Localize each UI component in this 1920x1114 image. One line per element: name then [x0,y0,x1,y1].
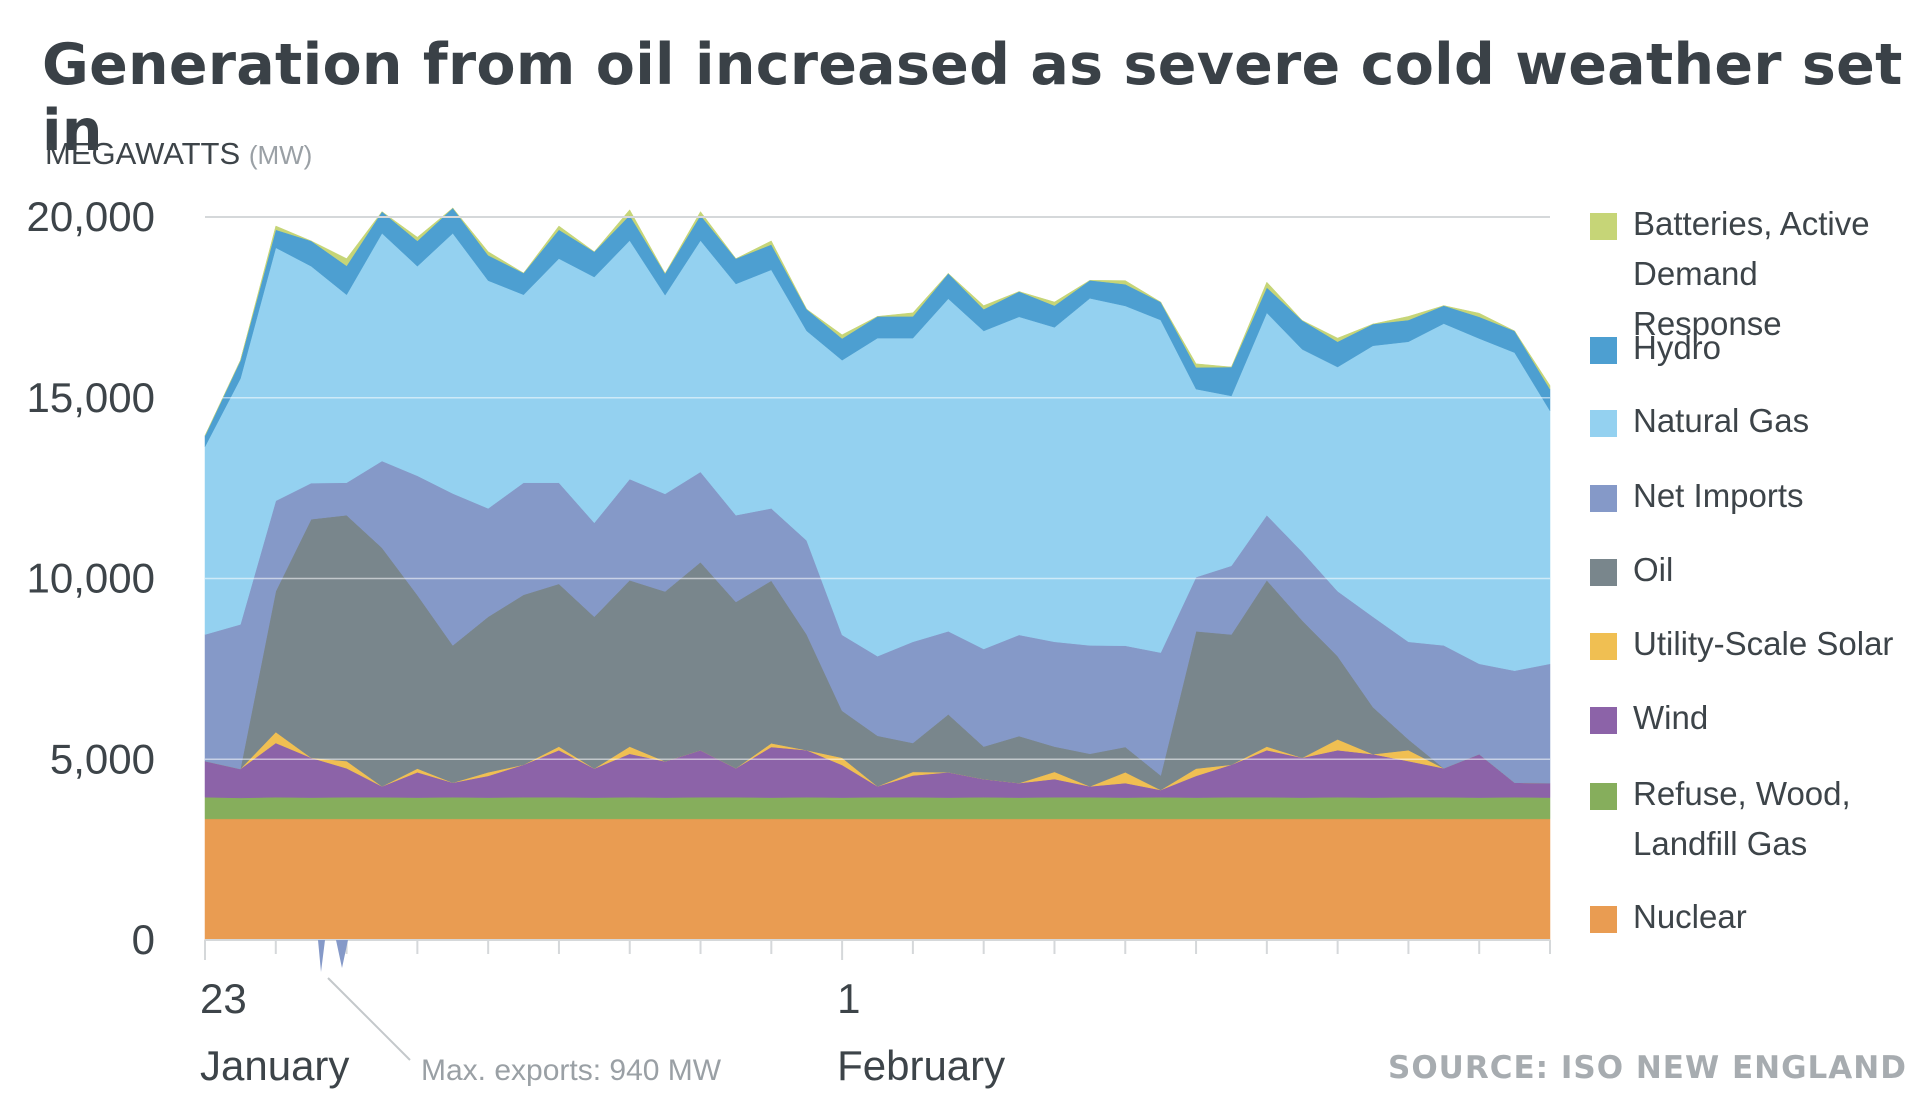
gridlines [205,216,1550,760]
legend-label-line: Nuclear [1633,898,1747,935]
y-tick-label: 0 [132,916,155,963]
legend-item: Oil [1590,551,1673,595]
y-tick-label: 10,000 [27,555,155,602]
chart-title: Generation from oil increased as severe … [42,32,1903,164]
legend-label: Utility-Scale Solar [1633,619,1893,669]
legend-label: Oil [1633,545,1673,595]
legend-label-line: Oil [1633,551,1674,588]
annotation-text: Max. exports: 940 MW [421,1054,722,1087]
legend-swatch [1590,906,1617,933]
y-tick-label: 15,000 [27,374,155,421]
legend-item: Wind [1590,699,1708,743]
legend-label: Net Imports [1633,471,1804,521]
unit-label-main: MEGAWATTS [45,136,241,171]
legend-swatch [1590,707,1617,734]
legend-swatch [1590,559,1617,586]
legend-swatch [1590,213,1617,240]
area-series-group [204,207,1551,941]
net-exports-dip [318,940,348,972]
x-tick-label-day: 23 [200,975,247,1022]
x-axis: 23 January 1 February [200,939,1551,1089]
legend-swatch [1590,633,1617,660]
legend-item: Natural Gas [1590,402,1809,446]
legend-item: Batteries, Active Demand Response [1590,205,1910,349]
legend-swatch [1590,410,1617,437]
legend-item: Nuclear [1590,898,1747,942]
legend-swatch [1590,337,1617,364]
y-axis-unit-label: MEGAWATTS (MW) [45,136,312,172]
legend-label-line: Refuse, Wood, [1633,775,1851,812]
y-axis-ticks: 0 5,000 10,000 15,000 20,000 [27,193,155,963]
legend-swatch [1590,783,1617,810]
area-batteries-active-demand-response [204,207,1551,436]
y-tick-label: 20,000 [27,193,155,240]
legend-item: Hydro [1590,329,1721,373]
legend-label-line: Demand Response [1633,255,1782,342]
exports-annotation: Max. exports: 940 MW [318,940,722,1087]
x-tick-label-month: January [200,1042,349,1089]
x-tick-label-month: February [837,1042,1005,1089]
stacked-area-chart: 0 5,000 10,000 15,000 20,000 23 January 1 Febru… [27,193,1551,1089]
legend-label-line: Landfill Gas [1633,825,1808,862]
legend-item: Net Imports [1590,477,1804,521]
unit-label-sub: (MW) [248,140,313,170]
legend-label-line: Natural Gas [1633,402,1810,439]
legend-label-line: Net Imports [1633,477,1804,514]
area-refuse-wood-landfill-gas [204,796,1551,820]
source-note: SOURCE: ISO NEW ENGLAND [1388,1050,1907,1086]
x-tick-label-day: 1 [837,975,860,1022]
annotation-leader-line [327,977,411,1061]
legend-label: Refuse, Wood, Landfill Gas [1633,769,1851,869]
legend-label: Natural Gas [1633,396,1809,446]
area-nuclear [204,818,1551,941]
legend-label: Batteries, Active Demand Response [1633,199,1910,349]
y-tick-label: 5,000 [50,735,155,782]
legend-item: Utility-Scale Solar [1590,625,1893,669]
legend-label: Hydro [1633,323,1721,373]
legend-label: Wind [1633,693,1708,743]
legend-label-line: Utility-Scale Solar [1633,625,1894,662]
legend-label-line: Batteries, Active [1633,205,1870,242]
legend-item: Refuse, Wood, Landfill Gas [1590,775,1851,869]
legend-label-line: Hydro [1633,329,1722,366]
legend-swatch [1590,485,1617,512]
legend-label: Nuclear [1633,892,1747,942]
legend-label-line: Wind [1633,699,1709,736]
